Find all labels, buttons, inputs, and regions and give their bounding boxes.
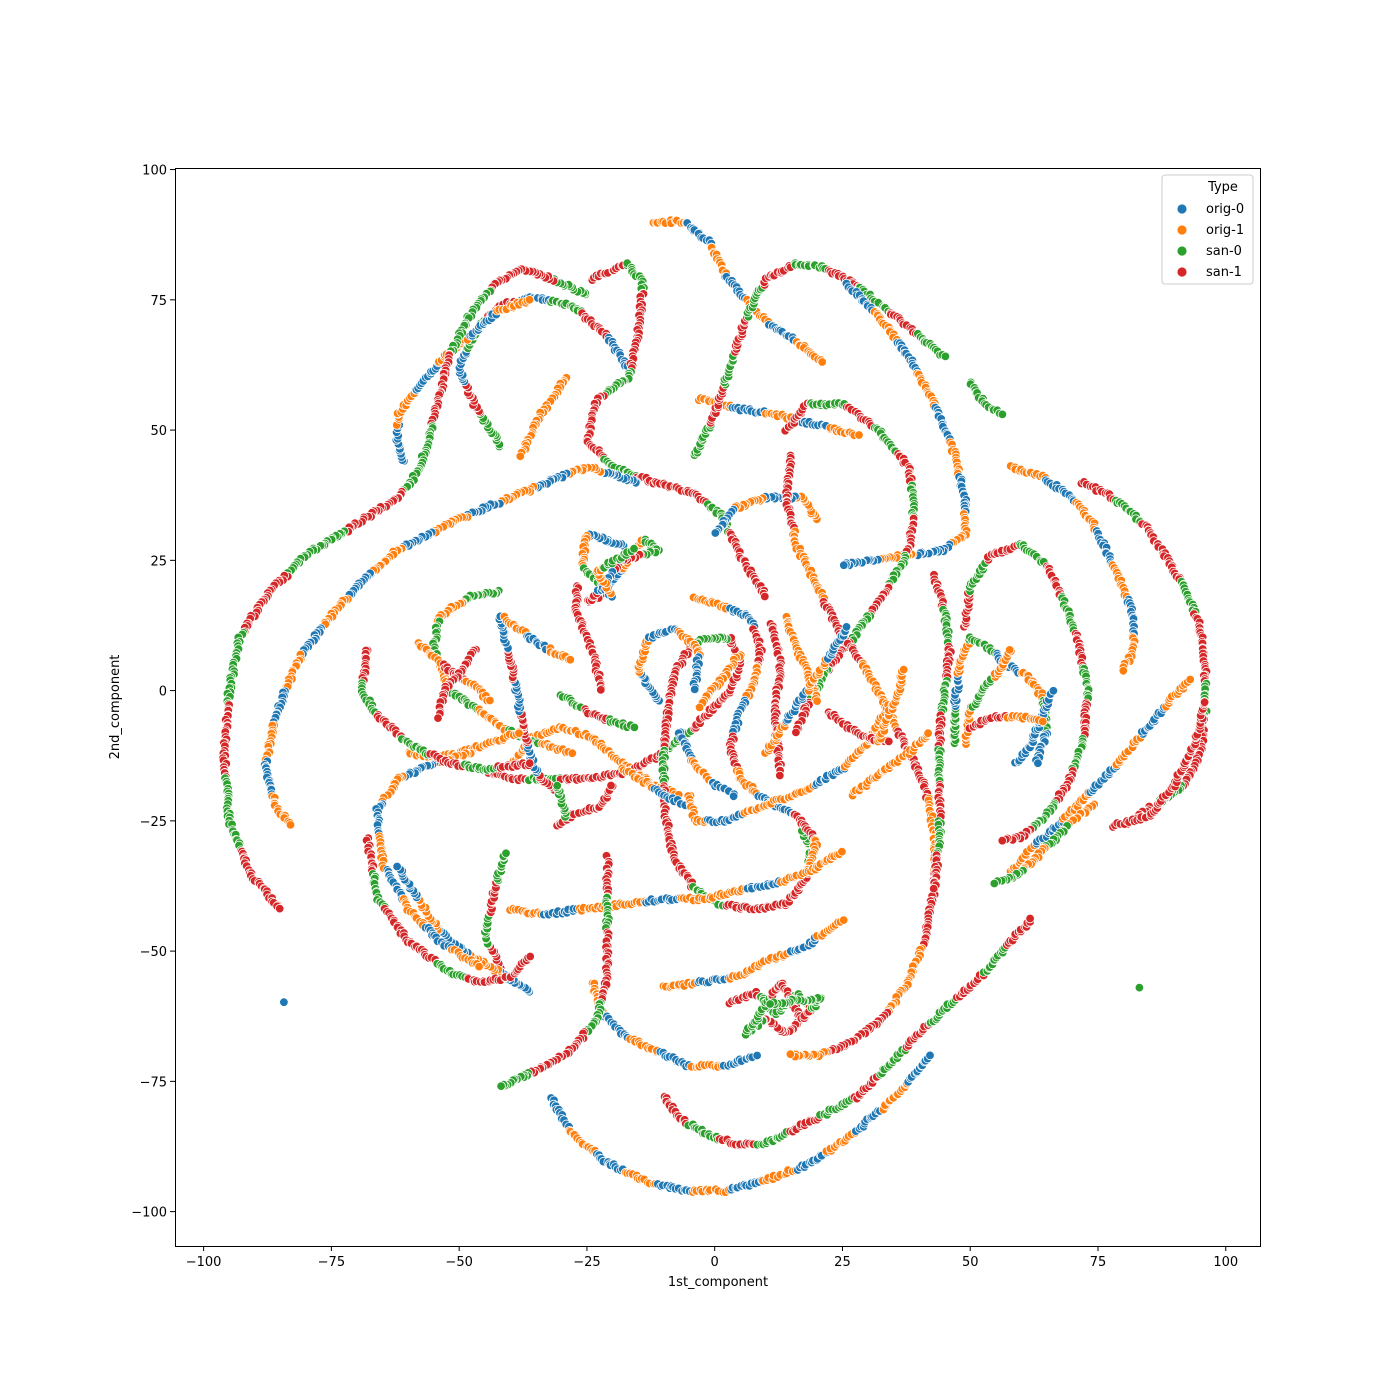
point-san-1 — [596, 685, 606, 695]
point-orig-1 — [817, 357, 827, 367]
point-orig-1 — [285, 820, 296, 830]
point-orig-1 — [474, 961, 484, 972]
point-orig-1 — [899, 664, 909, 675]
point-san-1 — [525, 758, 535, 768]
point-san-0 — [501, 848, 511, 859]
point-orig-1 — [514, 728, 524, 739]
point-san-0 — [940, 351, 951, 362]
point-san-0 — [552, 781, 562, 791]
points-layer — [218, 215, 1212, 1197]
point-san-0 — [997, 409, 1008, 420]
point-orig-1 — [515, 451, 526, 462]
point-orig-1 — [694, 702, 705, 713]
point-san-1 — [1025, 913, 1035, 924]
point-san-1 — [433, 713, 443, 723]
point-orig-1 — [837, 847, 847, 857]
point-orig-1 — [1005, 645, 1015, 655]
point-orig-1 — [567, 748, 578, 758]
point-san-0 — [629, 722, 640, 733]
point-orig-0 — [752, 1050, 762, 1061]
point-san-1 — [791, 727, 801, 738]
point-san-1 — [275, 903, 285, 914]
point-orig-0 — [392, 861, 402, 872]
point-orig-0 — [1048, 686, 1059, 696]
point-orig-0 — [728, 791, 739, 802]
point-orig-1 — [524, 295, 535, 305]
point-orig-0 — [1033, 758, 1043, 768]
point-san-1 — [775, 770, 785, 781]
point-san-0 — [765, 999, 775, 1009]
point-orig-0 — [710, 528, 721, 538]
point-san-0 — [496, 1081, 506, 1091]
point-san-1 — [760, 591, 770, 602]
point-orig-0 — [925, 1050, 935, 1061]
point-orig-1 — [812, 696, 822, 706]
point-orig-1 — [839, 915, 849, 925]
point-orig-0 — [839, 560, 849, 570]
point-orig-0 — [690, 684, 700, 695]
point-orig-0 — [841, 622, 852, 632]
point-san-0 — [629, 544, 639, 554]
point-orig-1 — [785, 1049, 796, 1059]
point-san-1 — [525, 951, 535, 962]
point-orig-1 — [854, 430, 864, 440]
point-orig-1 — [485, 695, 495, 706]
point-orig-1 — [1038, 716, 1048, 727]
point-san-1 — [606, 780, 616, 791]
point-orig-1 — [565, 655, 576, 665]
point-san-1 — [884, 736, 894, 747]
